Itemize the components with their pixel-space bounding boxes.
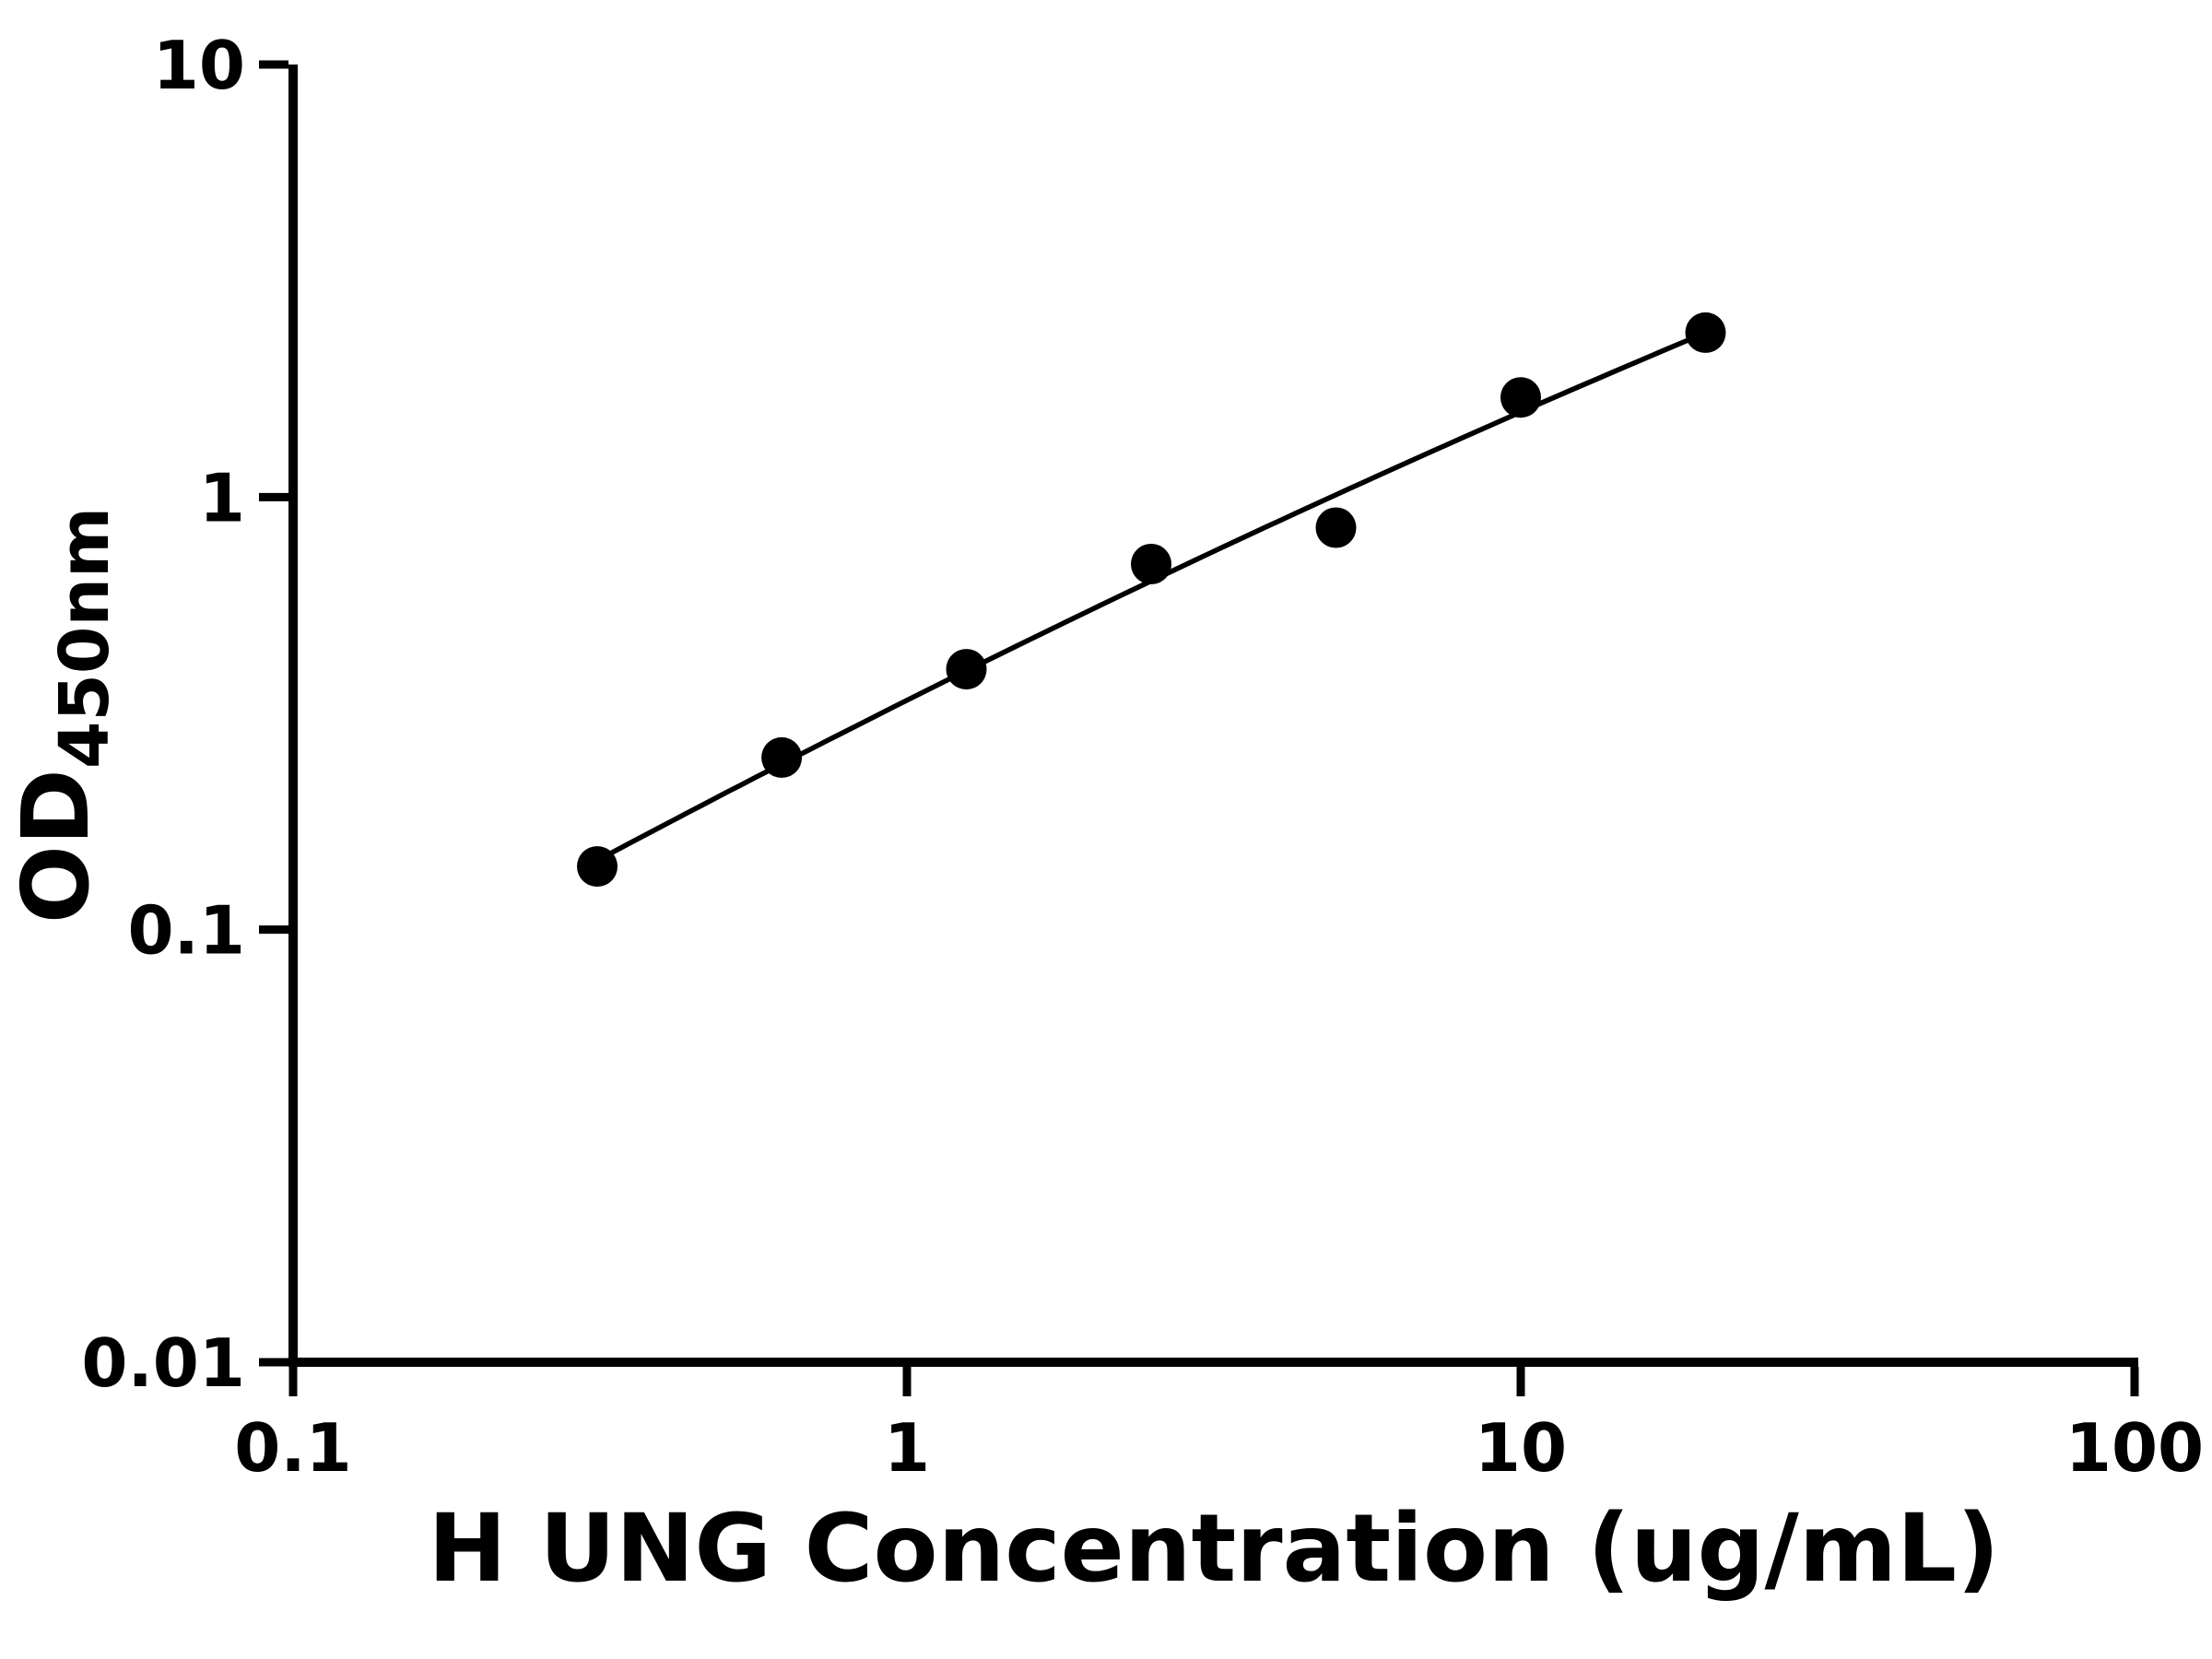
data-point [1315, 507, 1357, 548]
x-tick-label: 0.1 [234, 1409, 352, 1487]
y-tick-label: 0.01 [81, 1324, 245, 1402]
data-point [577, 846, 618, 888]
x-tick-label: 1 [884, 1409, 930, 1487]
data-point [1685, 312, 1726, 353]
y-axis-title-main: OD [2, 769, 110, 924]
y-axis-title: OD450nm [2, 507, 124, 924]
y-tick-label: 1 [199, 459, 245, 536]
y-tick-label: 0.1 [127, 892, 245, 970]
data-point [1131, 544, 1171, 584]
data-point [1500, 377, 1541, 418]
x-axis-title: H UNG Concentration (ug/mL) [428, 1494, 1999, 1604]
y-tick-label: 10 [153, 27, 245, 104]
fit-curve [600, 328, 1712, 860]
data-point [761, 736, 803, 778]
x-tick-label: 100 [2065, 1409, 2204, 1487]
x-tick-label: 10 [1475, 1409, 1567, 1487]
y-axis-title-subscript: 450nm [45, 507, 124, 769]
data-point [946, 649, 987, 690]
